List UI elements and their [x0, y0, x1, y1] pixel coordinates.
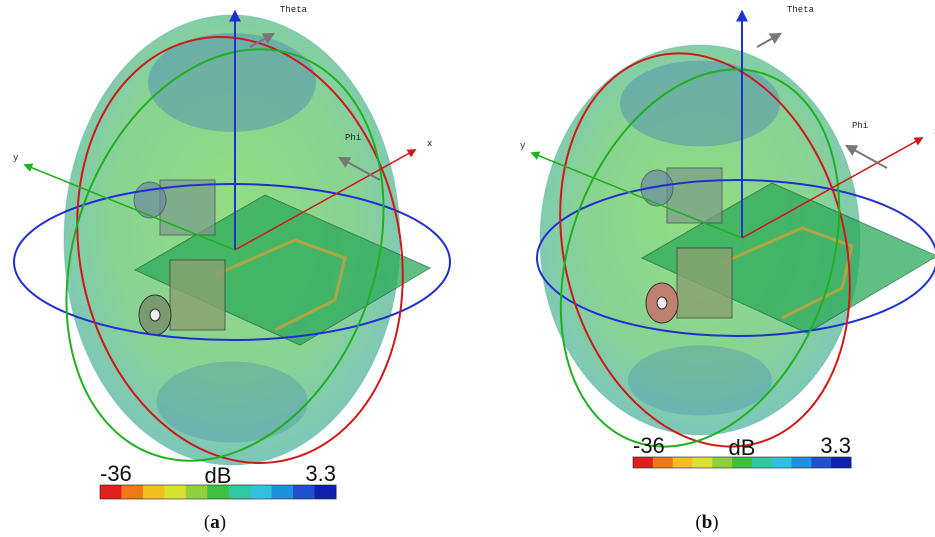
colorbar-segment — [692, 457, 713, 468]
antenna-trace — [721, 226, 854, 320]
colorbar-unit: dB — [729, 435, 756, 460]
phi-ring — [536, 179, 935, 337]
lobe-bottom — [156, 361, 308, 443]
connector-back-pin — [640, 169, 674, 207]
colorbar-segment — [791, 457, 812, 468]
theta-label: Theta — [280, 5, 308, 15]
theta-label: Theta — [787, 5, 815, 15]
colorbar-segment — [811, 457, 832, 468]
phi-ring — [13, 183, 451, 341]
x-axis — [234, 149, 417, 251]
caption-prefix: ( — [695, 512, 701, 533]
theta-ring-1 — [559, 52, 851, 448]
phi-arrow — [337, 156, 381, 181]
phi-arrow — [844, 144, 888, 169]
colorbar-segment — [185, 485, 208, 499]
theta-ring-2 — [65, 48, 385, 462]
phi-label: Phi — [852, 121, 868, 131]
colorbar-segment — [207, 485, 230, 499]
phi-label: Phi — [345, 133, 361, 143]
lobe-top — [620, 60, 780, 147]
colorbar-segment — [633, 457, 654, 468]
caption-prefix: ( — [204, 512, 210, 533]
colorbar-segment — [751, 457, 773, 468]
lobe-bottom — [628, 345, 772, 416]
colorbar-segment — [652, 457, 674, 468]
colorbar-segment — [164, 485, 187, 499]
colorbar-frame — [632, 456, 852, 469]
connector-front — [676, 247, 733, 319]
colorbar-segment — [142, 485, 165, 499]
caption-suffix: ) — [712, 512, 718, 533]
colorbar-unit: dB — [205, 463, 232, 488]
colorbar-segment — [228, 485, 251, 499]
x-axis — [741, 137, 924, 239]
colorbar-segment — [672, 457, 693, 468]
colorbar-segment — [121, 485, 144, 499]
caption: (a) — [204, 512, 226, 533]
caption-label: a — [210, 512, 220, 533]
colorbar-segment — [314, 485, 337, 499]
theta-arrow — [249, 32, 276, 48]
lobe-top — [148, 33, 316, 132]
y-label: y — [13, 153, 19, 163]
colorbar-segment — [271, 485, 294, 499]
colorbar-max: 3.3 — [820, 433, 851, 458]
caption-label: b — [702, 512, 713, 533]
colorbar-segment — [293, 485, 316, 499]
connector-front — [169, 259, 226, 331]
connector-front-hole — [149, 308, 161, 322]
theta-arrow — [756, 32, 783, 48]
colorbar-segment — [250, 485, 273, 499]
panel-a: Theta Phi x y -36 dB 3.3 (a) — [13, 5, 451, 533]
colorbar-segment — [771, 457, 793, 468]
connector-back — [666, 167, 723, 224]
y-axis — [530, 151, 743, 239]
colorbar-min: -36 — [633, 433, 665, 458]
caption: (b) — [695, 512, 718, 533]
connector-front-hole — [656, 296, 668, 310]
caption-suffix: ) — [220, 512, 226, 533]
theta-ring-1 — [76, 36, 404, 464]
colorbar-segment — [831, 457, 852, 468]
colorbar-segment — [100, 485, 122, 499]
colorbar-segment — [732, 457, 753, 468]
antenna-trace — [214, 238, 347, 332]
y-axis — [23, 163, 236, 251]
colorbar-min: -36 — [100, 461, 132, 486]
connector-back — [159, 179, 216, 236]
colorbar-frame — [99, 484, 337, 500]
colorbar-max: 3.3 — [305, 461, 336, 486]
y-label: y — [520, 141, 526, 151]
colorbar-segment — [712, 457, 733, 468]
theta-ring-2 — [559, 68, 841, 448]
x-label: x — [427, 139, 432, 149]
